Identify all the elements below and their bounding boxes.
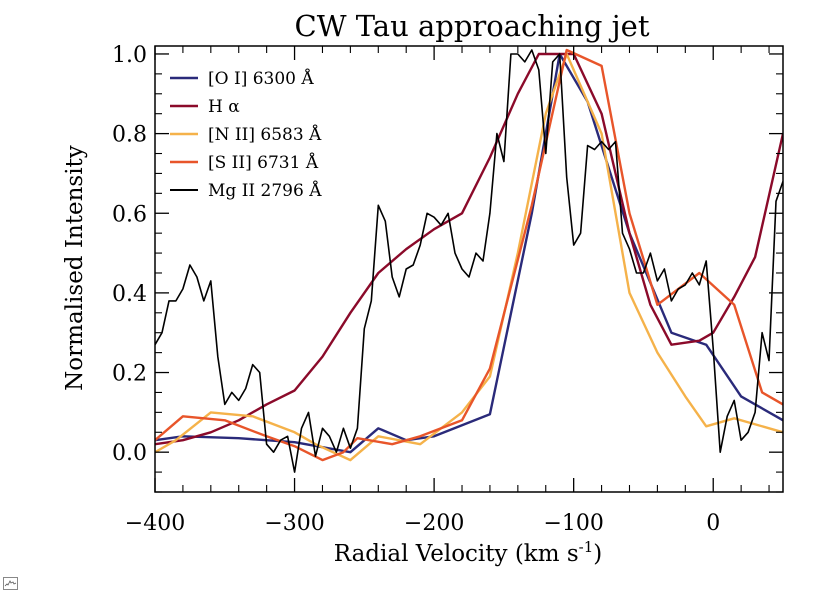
y-tick-label: 0.2 [112, 362, 147, 387]
legend-label-3: [S II] 6731 Å [208, 152, 319, 173]
x-axis-label: Radial Velocity (km s-1) [334, 538, 603, 567]
ticks-layer [154, 46, 783, 493]
x-tick-label: −100 [543, 511, 603, 536]
plot-frame [154, 45, 784, 493]
y-tick-label: 0.6 [112, 202, 147, 227]
y-tick-label: 1.0 [112, 43, 147, 68]
thumbnail-icon [3, 577, 18, 590]
series-line-2 [155, 52, 783, 462]
x-tick-label: −300 [264, 511, 324, 536]
series-layer [155, 48, 783, 473]
legend-label-0: [O I] 6300 Å [208, 68, 314, 89]
y-axis-label: Normalised Intensity [62, 145, 88, 391]
legend-label-4: Mg II 2796 Å [208, 180, 322, 201]
chart-title: CW Tau approaching jet [295, 9, 650, 43]
y-tick-label: 0.0 [112, 441, 147, 466]
legend: [O I] 6300 Å H α [N II] 6583 Å [S II] 6731 … [170, 68, 322, 201]
series-line-0 [155, 52, 783, 454]
y-tick-labels: 0.0 0.2 0.4 0.6 0.8 1.0 [112, 43, 147, 466]
x-tick-label: −400 [125, 511, 185, 536]
y-tick-label: 0.4 [112, 282, 147, 307]
series-line-3 [155, 48, 783, 462]
series-line-4 [155, 49, 783, 473]
x-tick-label: 0 [706, 511, 720, 536]
x-tick-label: −200 [404, 511, 464, 536]
series-line-1 [155, 52, 783, 446]
y-tick-label: 0.8 [112, 123, 147, 148]
legend-label-2: [N II] 6583 Å [208, 124, 322, 145]
x-tick-labels: −400 −300 −200 −100 0 [125, 511, 720, 536]
legend-label-1: H α [208, 97, 240, 117]
